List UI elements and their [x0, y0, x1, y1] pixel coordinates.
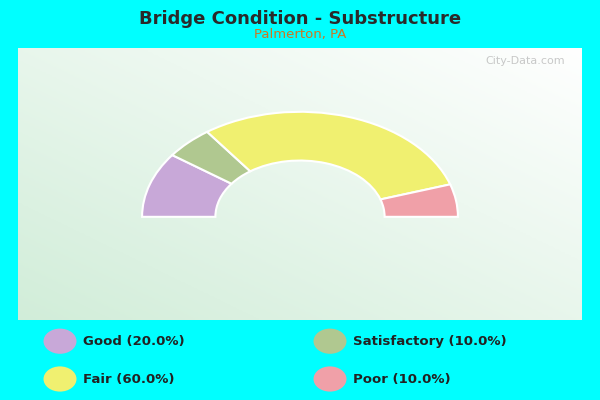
Wedge shape	[380, 184, 458, 217]
Wedge shape	[142, 155, 232, 217]
Wedge shape	[172, 132, 250, 184]
Text: Fair (60.0%): Fair (60.0%)	[83, 372, 175, 386]
Ellipse shape	[44, 329, 77, 354]
Text: Palmerton, PA: Palmerton, PA	[254, 28, 346, 41]
Ellipse shape	[314, 366, 347, 392]
Text: Satisfactory (10.0%): Satisfactory (10.0%)	[353, 335, 506, 348]
Wedge shape	[207, 112, 450, 200]
Text: Poor (10.0%): Poor (10.0%)	[353, 372, 451, 386]
Ellipse shape	[314, 329, 347, 354]
Text: Good (20.0%): Good (20.0%)	[83, 335, 184, 348]
Ellipse shape	[44, 366, 77, 392]
Text: City-Data.com: City-Data.com	[485, 56, 565, 66]
Text: Bridge Condition - Substructure: Bridge Condition - Substructure	[139, 10, 461, 28]
